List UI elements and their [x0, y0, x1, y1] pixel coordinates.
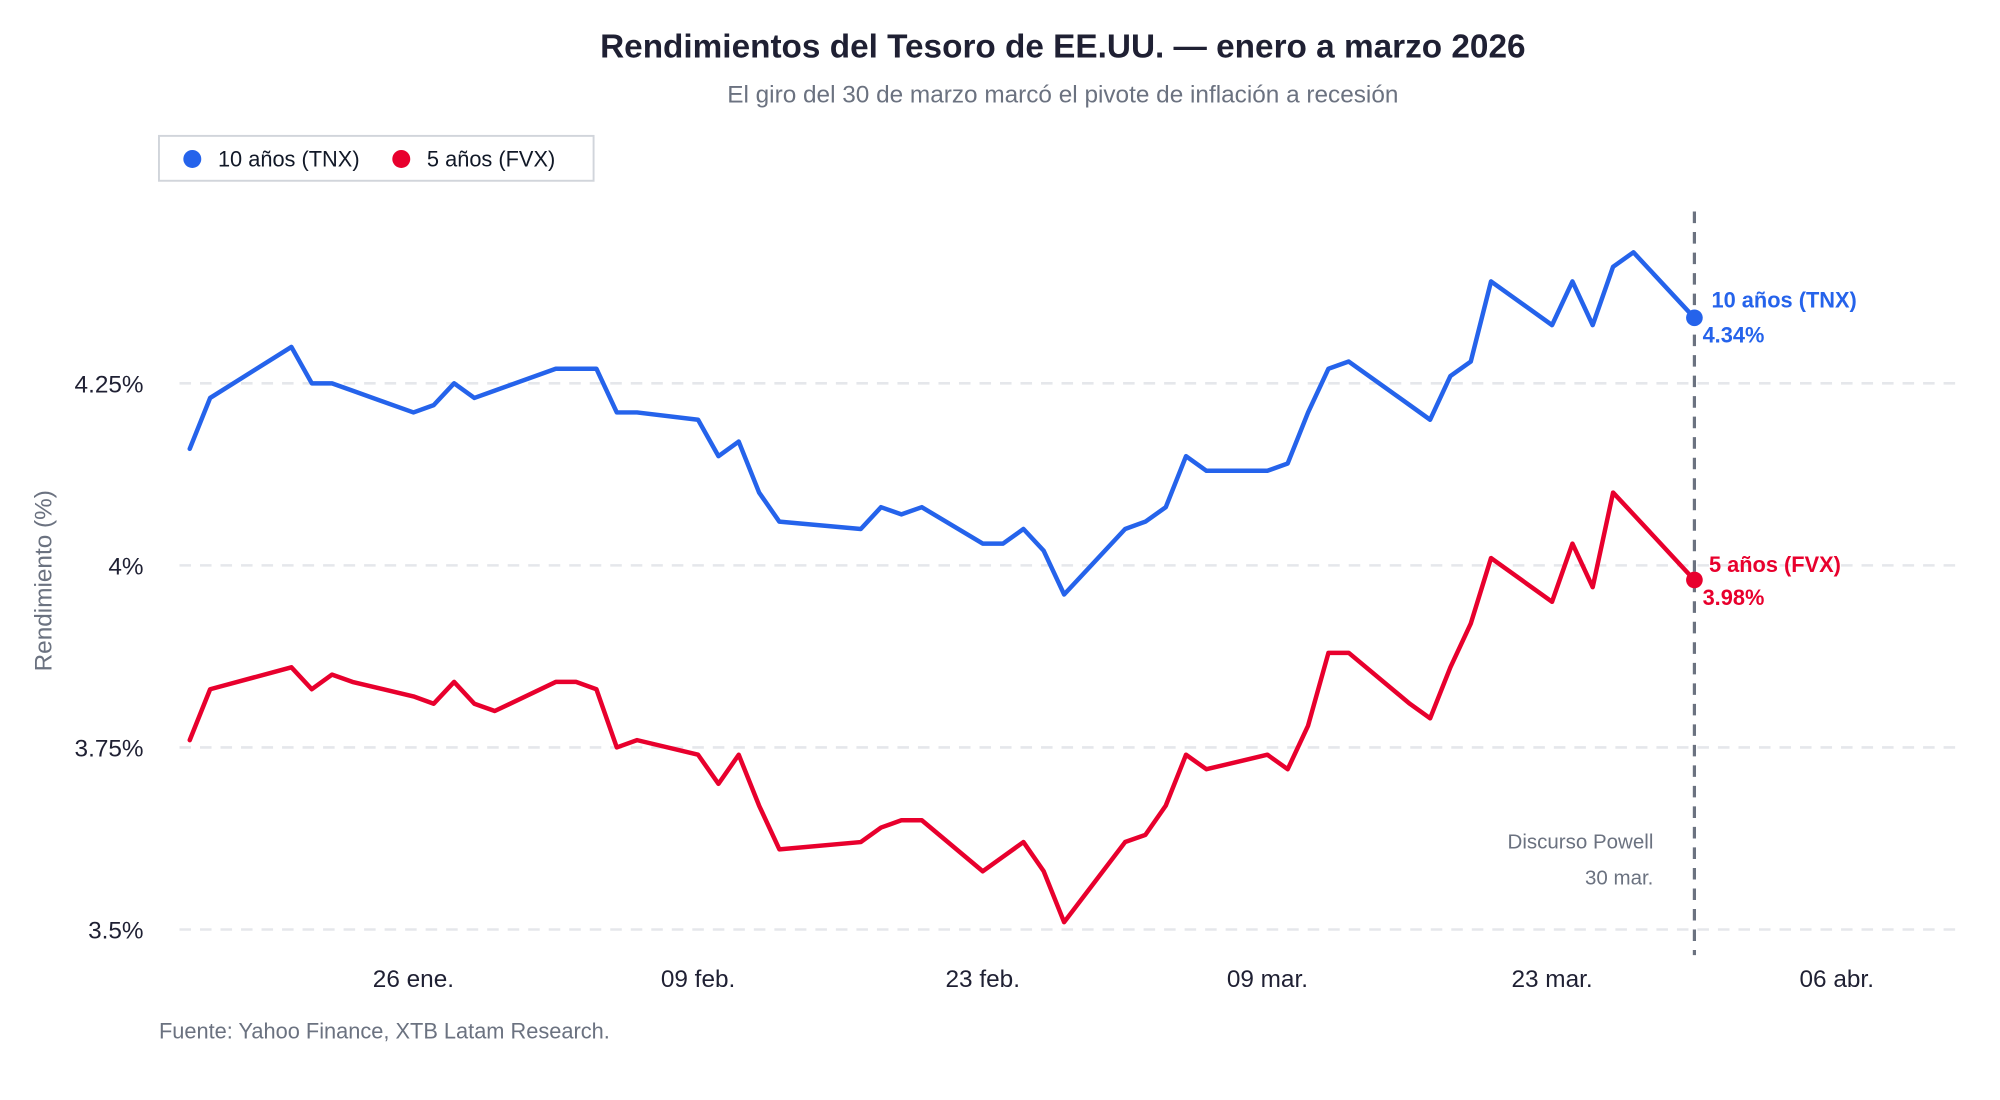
x-tick-label: 23 feb.: [946, 966, 1020, 993]
end-label-fvx: 5 años (FVX): [1709, 552, 1841, 577]
series-line-fvx: [187, 490, 1697, 925]
gridlines: [179, 382, 1959, 931]
y-axis-ticks: 4.25% 4% 3.75% 3.5%: [75, 371, 144, 944]
x-tick-label: 09 mar.: [1227, 966, 1308, 993]
annotation-date: 30 mar.: [1585, 867, 1653, 890]
y-tick-label: 3.75%: [75, 735, 144, 762]
powell-annotation: Discurso Powell 30 mar.: [1508, 211, 1697, 956]
x-axis-ticks: 26 ene. 09 feb. 23 feb. 09 mar. 23 mar. 06 ab…: [373, 966, 1874, 993]
end-label-tnx: 10 años (TNX): [1712, 288, 1857, 313]
x-tick-label: 26 ene.: [373, 966, 454, 993]
legend-label-fvx[interactable]: 5 años (FVX): [427, 147, 555, 172]
source-note: Fuente: Yahoo Finance, XTB Latam Researc…: [159, 1018, 610, 1043]
y-axis-label: Rendimiento (%): [30, 490, 57, 671]
x-tick-label: 09 feb.: [661, 966, 735, 993]
y-tick-label: 4.25%: [75, 371, 144, 398]
y-tick-label: 4%: [108, 553, 143, 580]
legend: 10 años (TNX) 5 años (FVX): [158, 134, 595, 182]
series-lines: [187, 250, 1703, 925]
end-labels: 10 años (TNX) 4.34% 5 años (FVX) 3.98%: [1703, 288, 1857, 610]
y-tick-label: 3.5%: [88, 917, 143, 944]
x-tick-label: 23 mar.: [1511, 966, 1592, 993]
end-point-marker: [1686, 309, 1703, 327]
end-point-marker: [1686, 571, 1703, 589]
series-line-tnx: [187, 250, 1697, 597]
x-tick-label: 06 abr.: [1800, 966, 1874, 993]
legend-marker-fvx: [392, 150, 411, 168]
annotation-text: Discurso Powell: [1508, 831, 1654, 854]
legend-marker-tnx: [183, 150, 202, 168]
chart-title: Rendimientos del Tesoro de EE.UU. — ener…: [600, 29, 1525, 66]
legend-label-tnx[interactable]: 10 años (TNX): [218, 147, 360, 172]
end-value-fvx: 3.98%: [1703, 585, 1765, 610]
legend-box: [158, 134, 595, 182]
end-value-tnx: 4.34%: [1703, 322, 1765, 347]
chart-subtitle: El giro del 30 de marzo marcó el pivote …: [727, 82, 1398, 109]
